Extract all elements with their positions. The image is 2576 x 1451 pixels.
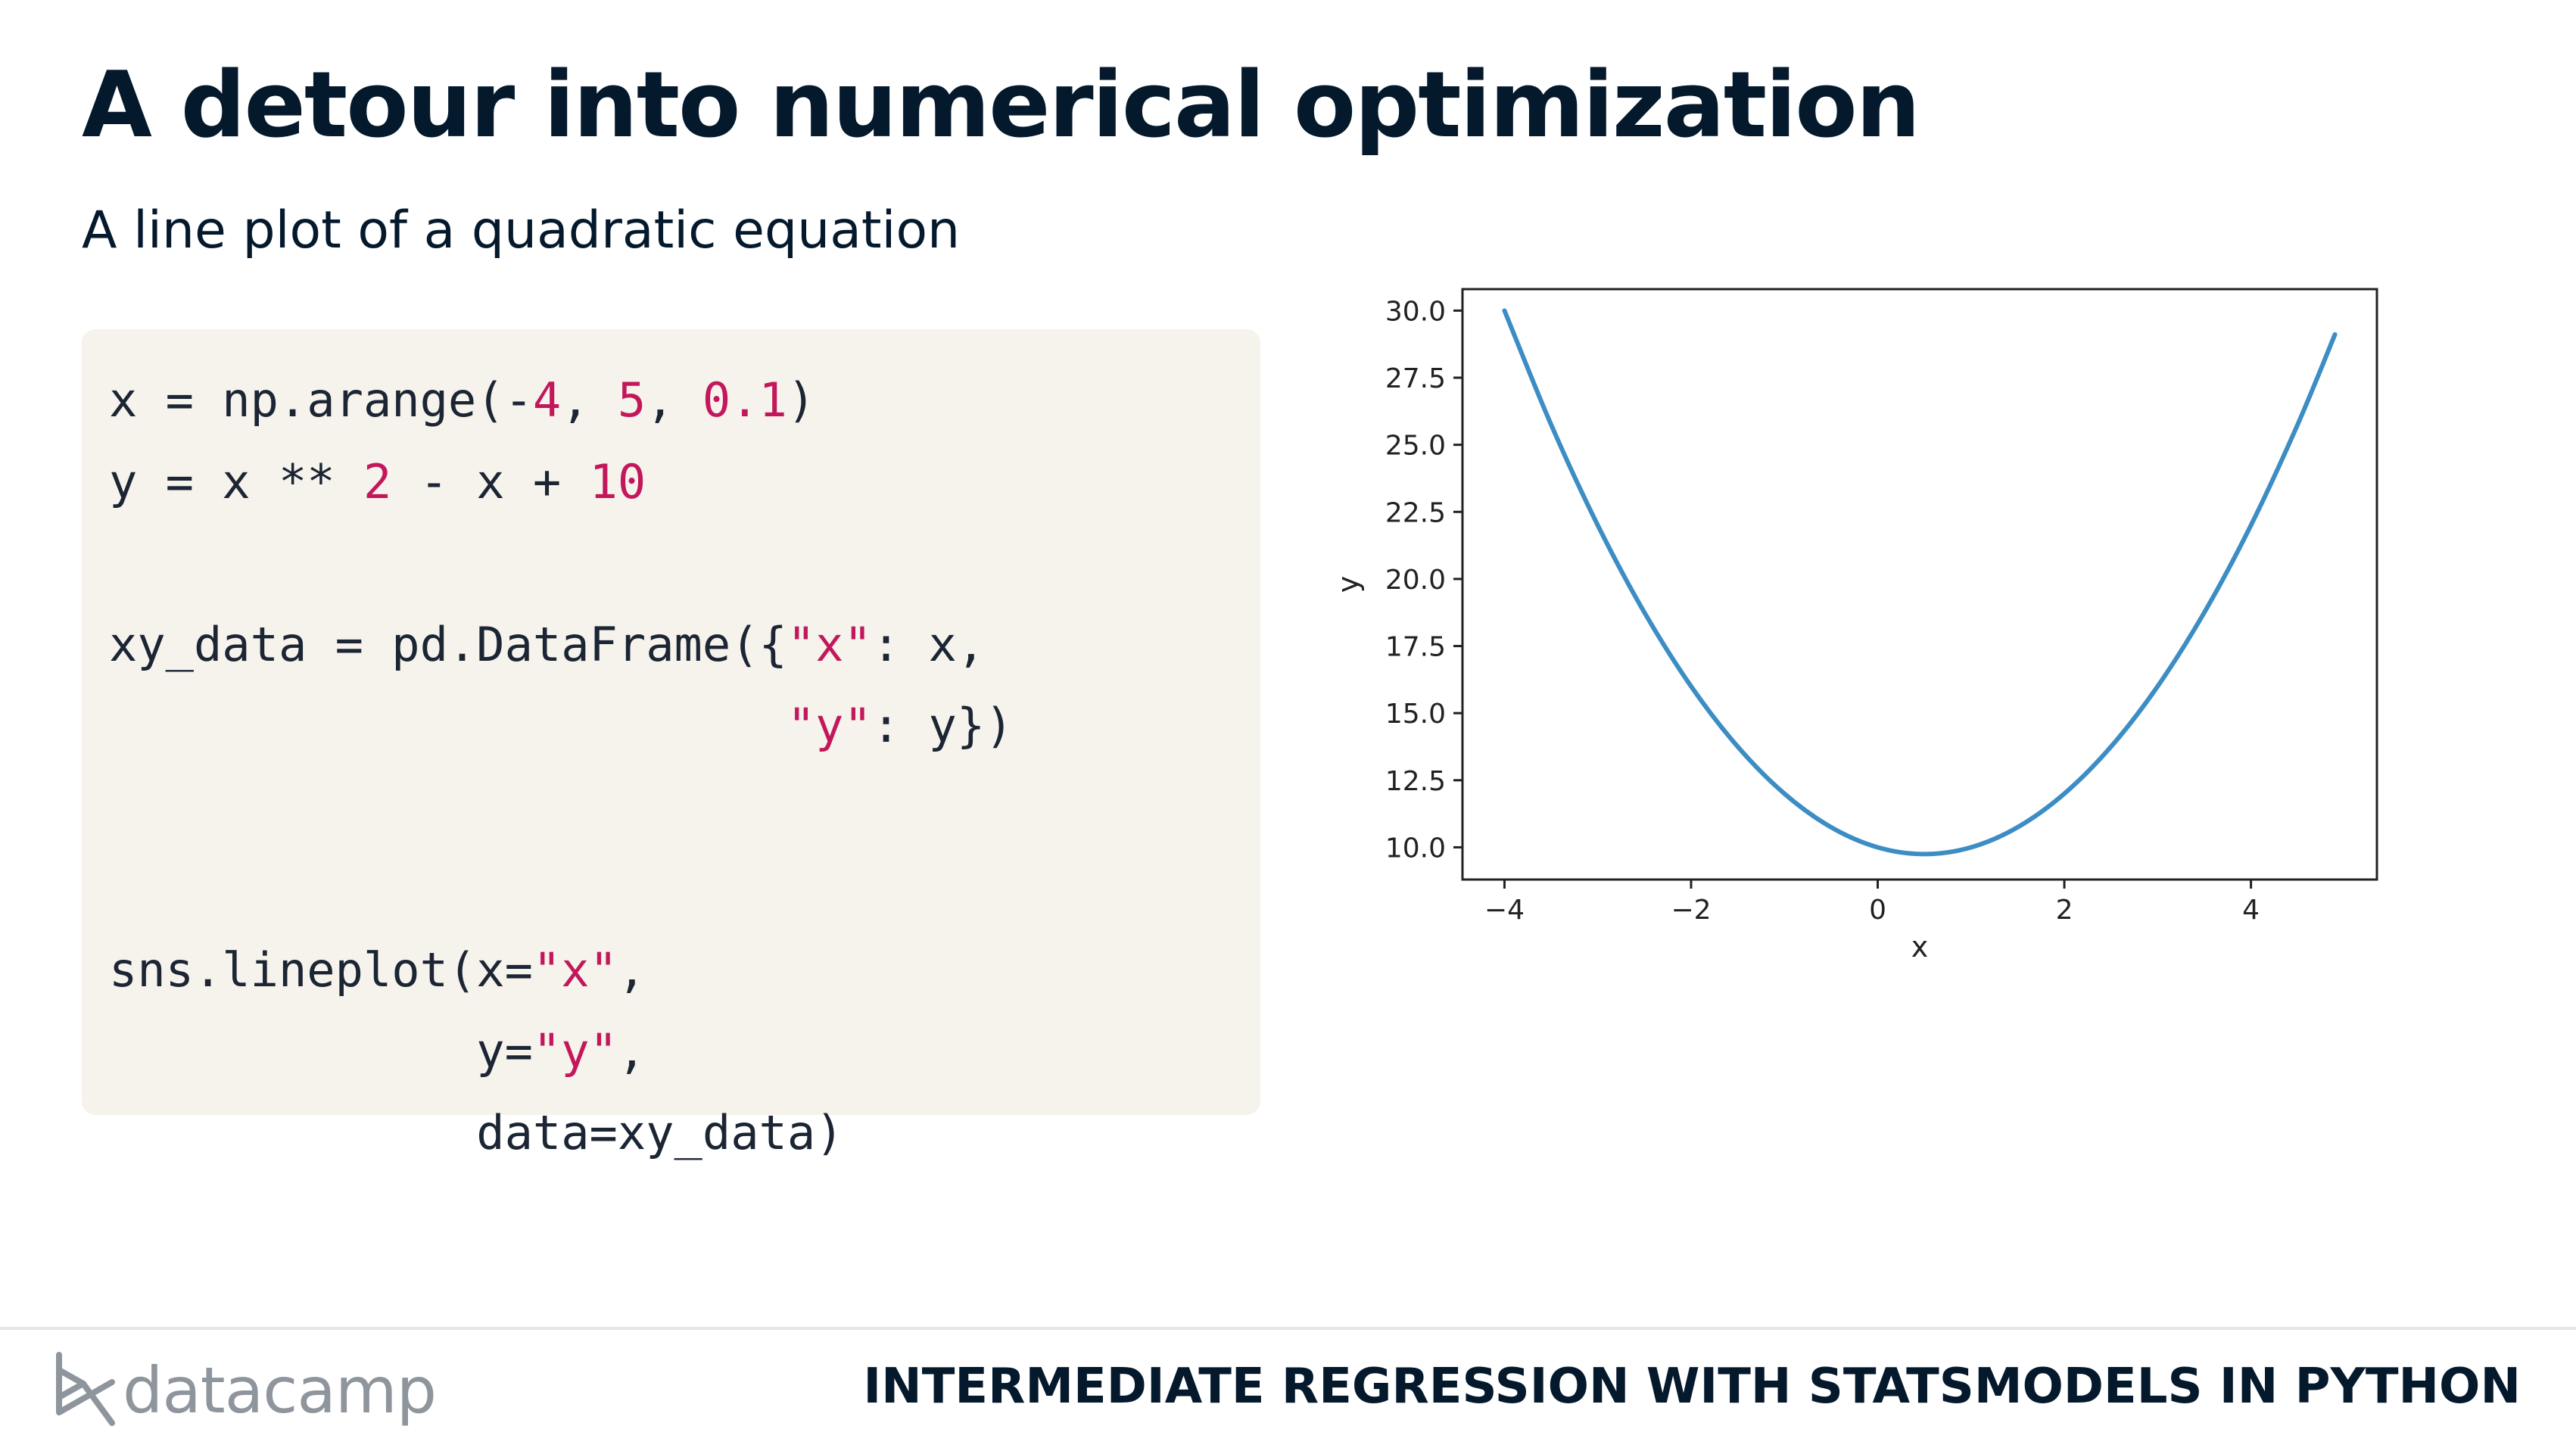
- course-title: INTERMEDIATE REGRESSION WITH STATSMODELS…: [863, 1359, 2521, 1415]
- slide-title: A detour into numerical optimization: [82, 53, 1920, 158]
- code-line: "y": y}): [109, 698, 1014, 753]
- x-tick-label: −2: [1671, 895, 1711, 926]
- y-axis-label: y: [1332, 576, 1365, 593]
- slide-subtitle: A line plot of a quadratic equation: [82, 201, 961, 260]
- y-tick-label: 10.0: [1385, 833, 1446, 864]
- code-token: y=: [109, 1023, 533, 1079]
- x-tick-label: −4: [1484, 895, 1525, 926]
- code-text: x = np.arange(-4, 5, 0.1) y = x ** 2 - x…: [109, 360, 1013, 1173]
- code-literal: 10: [589, 453, 646, 509]
- code-token: xy_data = pd.DataFrame({: [109, 616, 787, 672]
- code-literal: "y": [532, 1023, 618, 1079]
- x-tick-label: 4: [2242, 895, 2260, 926]
- code-literal: "x": [532, 942, 618, 998]
- code-token: ,: [561, 372, 618, 428]
- code-line: x = np.arange(-4, 5, 0.1): [109, 372, 815, 428]
- logo-wordmark: datacamp: [123, 1353, 437, 1428]
- x-tick-label: 2: [2056, 895, 2073, 926]
- y-tick-label: 30.0: [1385, 296, 1446, 327]
- code-token: : y}): [871, 698, 1014, 753]
- code-token: data=xy_data): [109, 1104, 844, 1160]
- chart-svg: −4 −2 0 2 4 10.0 12.5 15.0 17.5 20.0 22.5 25.0 27.5 3…: [1332, 288, 2378, 964]
- plot-frame: [1461, 288, 2378, 881]
- code-line: xy_data = pd.DataFrame({"x": x,: [109, 617, 985, 672]
- datacamp-logo-icon: [56, 1352, 115, 1426]
- code-literal: 2: [363, 453, 392, 509]
- y-tick-label: 17.5: [1385, 632, 1446, 663]
- code-line: data=xy_data): [109, 1104, 844, 1160]
- code-line: sns.lineplot(x="x",: [109, 942, 646, 998]
- series-line: [1502, 308, 2338, 857]
- code-line: y="y",: [109, 1023, 646, 1079]
- code-token: y = x **: [109, 453, 363, 509]
- y-tick-label: 27.5: [1385, 363, 1446, 394]
- code-literal: 5: [617, 372, 646, 428]
- code-literal: "y": [787, 698, 872, 753]
- footer-divider: [0, 1327, 2576, 1330]
- datacamp-logo: datacamp: [53, 1347, 447, 1431]
- code-token: ,: [617, 942, 646, 998]
- code-token: : x,: [871, 616, 986, 672]
- code-token: [109, 698, 787, 753]
- code-token: ,: [617, 1023, 646, 1079]
- code-token: ,: [646, 372, 702, 428]
- line-chart: −4 −2 0 2 4 10.0 12.5 15.0 17.5 20.0 22.5 25.0 27.5 3…: [1332, 272, 2407, 984]
- x-axis-label: x: [1911, 930, 1929, 964]
- y-tick-label: 22.5: [1385, 497, 1446, 528]
- code-token: sns.lineplot(x=: [109, 942, 533, 998]
- code-token: ): [787, 372, 816, 428]
- code-token: - x +: [391, 453, 590, 509]
- code-literal: "x": [787, 616, 872, 672]
- code-token: x = np.arange(-: [109, 372, 533, 428]
- y-tick-label: 25.0: [1385, 431, 1446, 462]
- y-tick-label: 20.0: [1385, 565, 1446, 596]
- code-literal: 0.1: [702, 372, 787, 428]
- x-tick-label: 0: [1869, 895, 1886, 926]
- y-tick-label: 15.0: [1385, 699, 1446, 730]
- code-literal: 4: [532, 372, 562, 428]
- code-line: y = x ** 2 - x + 10: [109, 454, 646, 509]
- code-block: x = np.arange(-4, 5, 0.1) y = x ** 2 - x…: [82, 329, 1260, 1160]
- y-tick-label: 12.5: [1385, 766, 1446, 797]
